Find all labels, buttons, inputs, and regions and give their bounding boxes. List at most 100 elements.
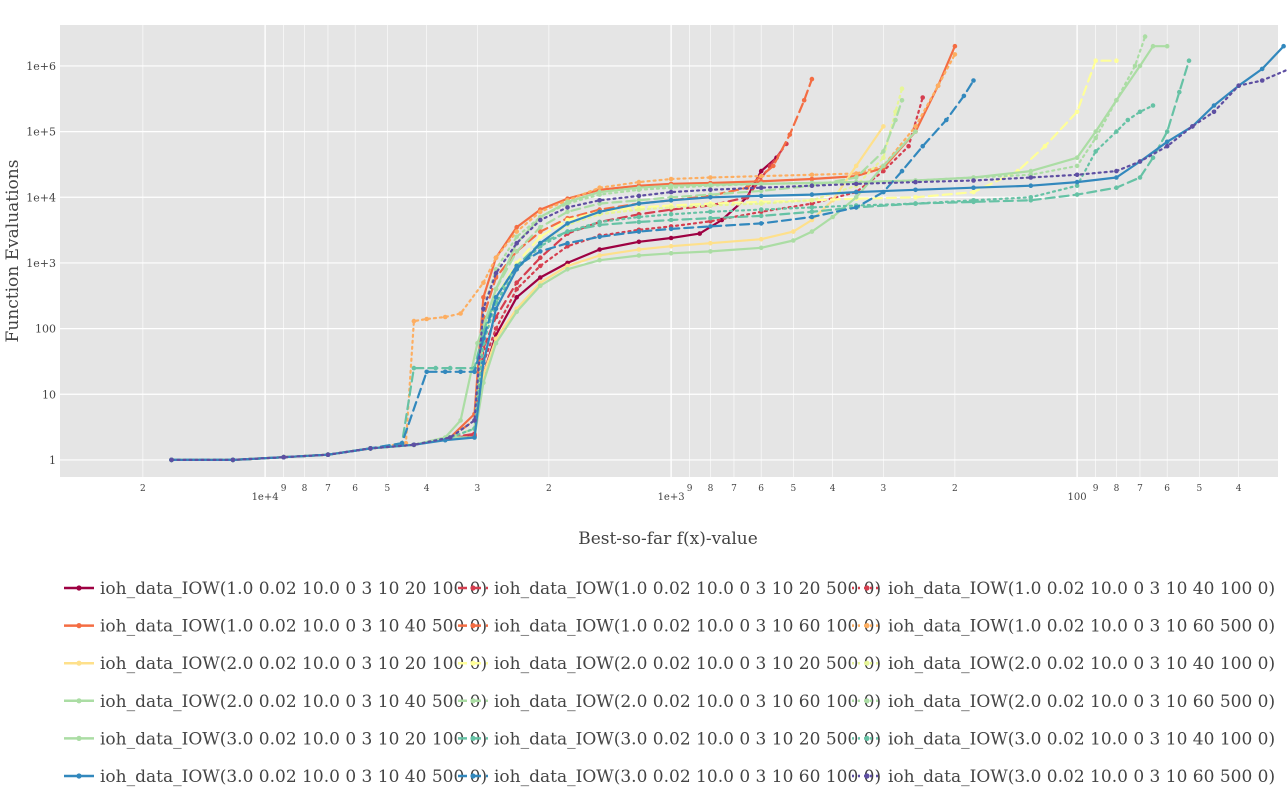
data-point xyxy=(708,175,713,180)
legend-item[interactable]: ioh_data_IOW(1.0 0.02 10.0 0 3 10 20 100… xyxy=(64,579,487,599)
data-point xyxy=(538,240,543,246)
data-point xyxy=(411,318,417,324)
data-point xyxy=(1150,103,1156,108)
y-tick-label: 1e+3 xyxy=(26,257,56,270)
data-point xyxy=(708,240,713,246)
data-point xyxy=(1114,168,1119,174)
data-point xyxy=(458,418,463,423)
data-point xyxy=(708,224,713,229)
data-point xyxy=(668,235,674,241)
legend-item[interactable]: ioh_data_IOW(3.0 0.02 10.0 0 3 10 60 500… xyxy=(852,767,1275,787)
legend-label: ioh_data_IOW(3.0 0.02 10.0 0 3 10 60 100… xyxy=(494,767,881,787)
legend-marker xyxy=(76,735,82,742)
data-point xyxy=(758,188,764,194)
legend-item[interactable]: ioh_data_IOW(2.0 0.02 10.0 0 3 10 20 500… xyxy=(458,654,881,674)
data-point xyxy=(514,224,519,230)
data-point xyxy=(809,229,815,234)
data-point xyxy=(597,192,602,197)
data-point xyxy=(597,257,602,263)
data-point xyxy=(565,205,570,210)
legend: ioh_data_IOW(1.0 0.02 10.0 0 3 10 20 100… xyxy=(64,579,1275,787)
data-point xyxy=(1132,63,1138,69)
x-minor-tick-label: 7 xyxy=(1137,484,1143,494)
data-point xyxy=(1137,175,1143,180)
legend-label: ioh_data_IOW(2.0 0.02 10.0 0 3 10 60 500… xyxy=(888,692,1275,712)
x-major-tick-label: 1e+4 xyxy=(252,492,279,503)
legend-label: ioh_data_IOW(3.0 0.02 10.0 0 3 10 40 500… xyxy=(100,767,487,787)
y-tick-label: 100 xyxy=(35,323,56,336)
data-point xyxy=(493,306,499,312)
y-tick-label: 1e+4 xyxy=(26,191,56,204)
data-point xyxy=(971,178,976,183)
data-point xyxy=(472,369,477,375)
data-point xyxy=(758,185,764,190)
data-point xyxy=(668,243,674,249)
legend-label: ioh_data_IOW(3.0 0.02 10.0 0 3 10 20 500… xyxy=(494,729,881,749)
data-point xyxy=(1150,155,1156,160)
data-point xyxy=(1093,129,1098,134)
data-point xyxy=(809,172,815,178)
data-point xyxy=(399,440,405,446)
legend-item[interactable]: ioh_data_IOW(3.0 0.02 10.0 0 3 10 60 100… xyxy=(458,767,881,787)
legend-marker xyxy=(864,735,870,742)
data-point xyxy=(565,263,570,269)
legend-item[interactable]: ioh_data_IOW(1.0 0.02 10.0 0 3 10 20 500… xyxy=(458,579,881,599)
data-point xyxy=(1142,34,1148,39)
data-point xyxy=(913,187,918,193)
data-point xyxy=(538,263,543,269)
x-minor-tick-label: 8 xyxy=(302,484,308,494)
data-point xyxy=(514,295,519,300)
data-point xyxy=(481,295,486,300)
legend-label: ioh_data_IOW(3.0 0.02 10.0 0 3 10 20 100… xyxy=(100,729,487,749)
x-minor-tick-label: 5 xyxy=(384,484,390,494)
legend-item[interactable]: ioh_data_IOW(1.0 0.02 10.0 0 3 10 40 100… xyxy=(852,579,1275,599)
legend-marker xyxy=(864,623,870,629)
data-point xyxy=(1211,109,1217,115)
data-point xyxy=(1028,195,1034,200)
data-point xyxy=(881,124,886,129)
legend-marker xyxy=(470,585,476,591)
legend-item[interactable]: ioh_data_IOW(2.0 0.02 10.0 0 3 10 20 100… xyxy=(64,654,487,674)
data-point xyxy=(971,185,976,190)
legend-item[interactable]: ioh_data_IOW(3.0 0.02 10.0 0 3 10 40 500… xyxy=(64,767,487,787)
legend-item[interactable]: ioh_data_IOW(2.0 0.02 10.0 0 3 10 60 100… xyxy=(458,692,881,712)
data-point xyxy=(809,214,815,220)
legend-item[interactable]: ioh_data_IOW(1.0 0.02 10.0 0 3 10 40 500… xyxy=(64,617,487,637)
data-point xyxy=(708,183,713,188)
data-point xyxy=(668,212,674,217)
legend-label: ioh_data_IOW(2.0 0.02 10.0 0 3 10 40 100… xyxy=(888,654,1275,674)
legend-item[interactable]: ioh_data_IOW(1.0 0.02 10.0 0 3 10 60 100… xyxy=(458,617,881,637)
legend-item[interactable]: ioh_data_IOW(1.0 0.02 10.0 0 3 10 60 500… xyxy=(852,617,1275,637)
data-point xyxy=(636,214,642,220)
data-point xyxy=(881,155,886,160)
data-point xyxy=(668,205,674,210)
data-point xyxy=(325,452,331,458)
data-point xyxy=(771,163,776,169)
data-point xyxy=(1186,58,1192,63)
legend-item[interactable]: ioh_data_IOW(3.0 0.02 10.0 0 3 10 20 100… xyxy=(64,729,487,749)
x-minor-tick-label: 6 xyxy=(758,484,764,494)
x-minor-tick-label: 8 xyxy=(1114,484,1120,494)
data-point xyxy=(906,143,911,149)
data-point xyxy=(1093,135,1098,141)
data-point xyxy=(801,98,807,103)
data-point xyxy=(913,195,918,200)
x-axis-title: Best-so-far f(x)-value xyxy=(578,529,758,549)
legend-item[interactable]: ioh_data_IOW(2.0 0.02 10.0 0 3 10 40 500… xyxy=(64,692,487,712)
legend-item[interactable]: ioh_data_IOW(3.0 0.02 10.0 0 3 10 20 500… xyxy=(458,729,881,749)
data-point xyxy=(538,275,543,280)
data-point xyxy=(899,86,905,91)
legend-item[interactable]: ioh_data_IOW(2.0 0.02 10.0 0 3 10 40 100… xyxy=(852,654,1275,674)
data-point xyxy=(1028,183,1034,188)
legend-item[interactable]: ioh_data_IOW(3.0 0.02 10.0 0 3 10 40 100… xyxy=(852,729,1275,749)
legend-label: ioh_data_IOW(1.0 0.02 10.0 0 3 10 40 100… xyxy=(888,579,1275,599)
data-point xyxy=(597,234,602,240)
data-point xyxy=(1164,139,1170,145)
series-layer xyxy=(169,34,1287,463)
data-point xyxy=(565,221,570,226)
data-point xyxy=(758,207,764,212)
legend-marker xyxy=(470,735,476,742)
legend-item[interactable]: ioh_data_IOW(2.0 0.02 10.0 0 3 10 60 500… xyxy=(852,692,1275,712)
data-point xyxy=(1150,43,1156,49)
data-point xyxy=(913,124,918,129)
